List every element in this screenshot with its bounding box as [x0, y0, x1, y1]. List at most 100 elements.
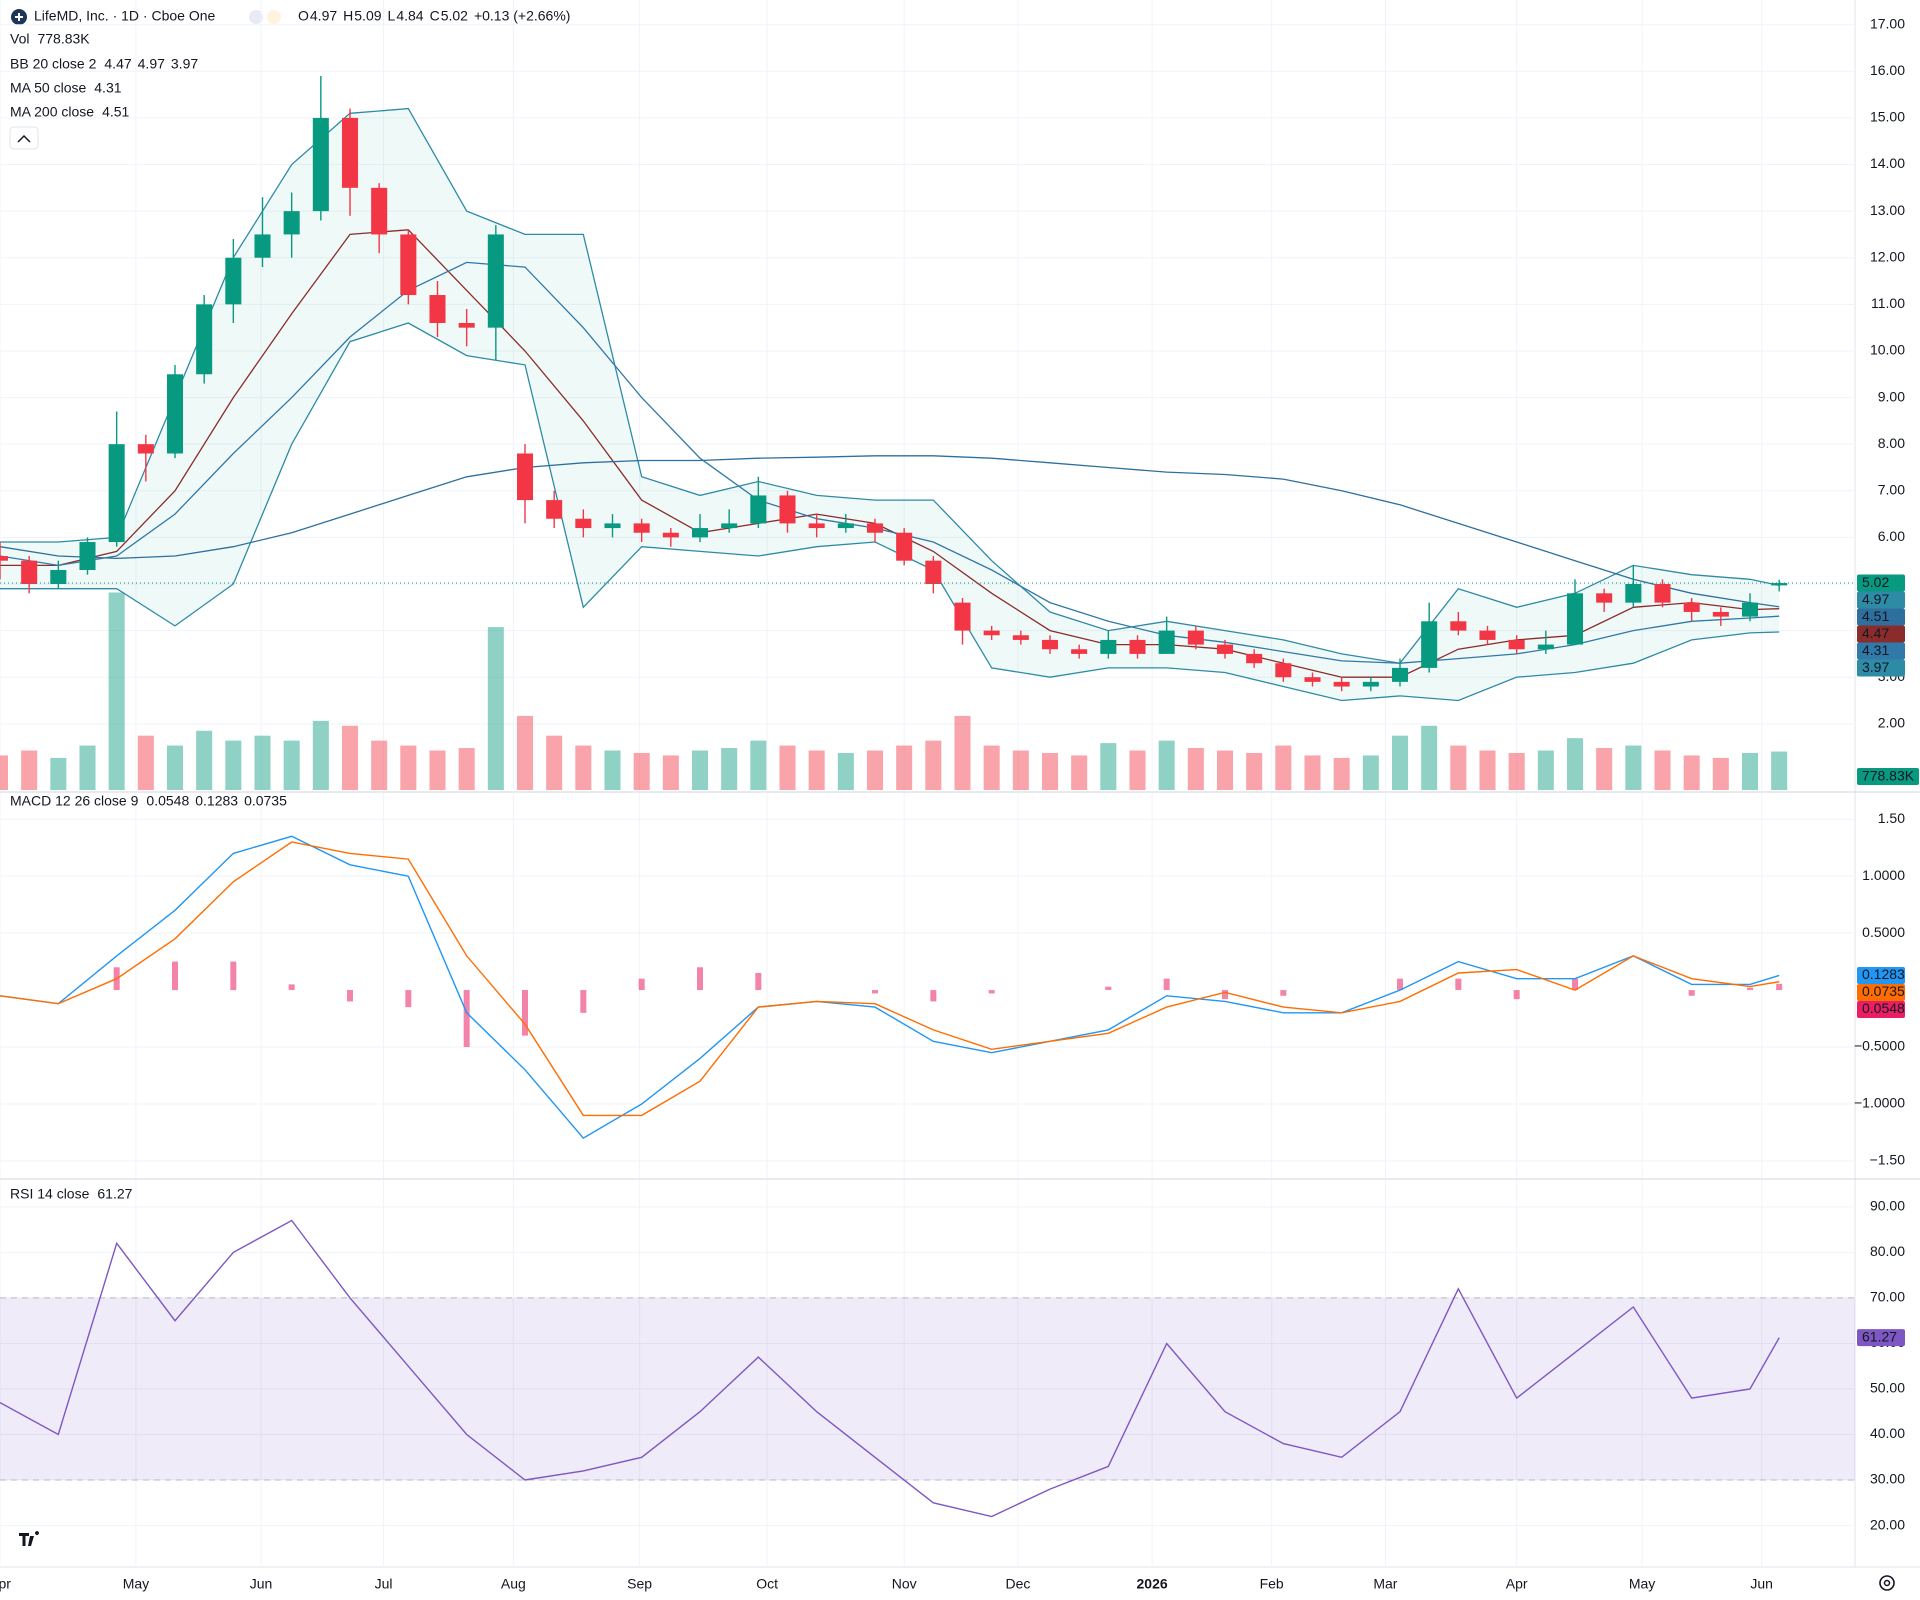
- volume-bar: [1537, 750, 1554, 790]
- symbol-logo: [11, 9, 27, 25]
- tv-logo: [16, 1525, 46, 1555]
- volume-bar: [954, 715, 971, 790]
- volume-bar: [837, 752, 854, 790]
- volume-bar: [866, 750, 884, 790]
- volume-bar: [633, 752, 650, 790]
- volume-bar: [1362, 755, 1379, 790]
- volume-bar: [1275, 745, 1292, 790]
- candle-body: [196, 304, 213, 375]
- y-tick-label: −0.5000: [1854, 1038, 1905, 1054]
- candle-body: [837, 523, 854, 529]
- x-tick-label: May: [1629, 1576, 1655, 1592]
- volume-bar: [1596, 748, 1613, 790]
- price-tag-label: 0.0548: [1862, 1000, 1905, 1016]
- volume-bar: [1041, 752, 1059, 790]
- candle-body: [1158, 630, 1175, 654]
- candle-body: [1479, 630, 1496, 640]
- volume-bar: [1421, 725, 1438, 790]
- volume-bar: [925, 740, 942, 790]
- price-tag-label: 0.1283: [1862, 966, 1905, 982]
- volume-bar: [50, 757, 67, 790]
- volume-bar: [79, 745, 96, 790]
- volume-bar: [487, 627, 504, 790]
- candle-body: [604, 523, 621, 529]
- price-tag: [1857, 966, 1905, 984]
- macd-legend: MACD 12 26 close 9: [10, 793, 139, 809]
- candle-body: [516, 453, 534, 501]
- x-tick-label: Mar: [1373, 1576, 1397, 1592]
- volume-bar: [779, 745, 796, 790]
- volume-value: 778.83K: [37, 31, 90, 47]
- volume-bar: [1158, 740, 1175, 790]
- candle-body: [1275, 663, 1292, 678]
- y-tick-label: 30.00: [1870, 1471, 1905, 1487]
- volume-bar: [1654, 750, 1671, 790]
- chart-title: LifeMD, Inc. · 1D · Cboe One: [34, 8, 216, 24]
- status-icons: [249, 10, 281, 24]
- candles: [0, 75, 1788, 692]
- rsi-value: 61.27: [97, 1186, 132, 1202]
- y-tick-label: 1.50: [1878, 810, 1905, 826]
- volume-bar: [166, 745, 184, 790]
- volume-bar: [750, 740, 767, 790]
- ma-legend: MA 50 close: [10, 80, 86, 96]
- volume-bar: [1012, 750, 1029, 790]
- candle-body: [400, 234, 417, 296]
- candle-body: [312, 117, 329, 212]
- volume-bar: [1187, 748, 1204, 790]
- candle-body: [341, 117, 359, 188]
- y-tick-label: 9.00: [1878, 388, 1905, 404]
- volume-bar: [546, 735, 563, 790]
- volume-bar: [1508, 752, 1525, 790]
- candle-body: [1450, 621, 1467, 631]
- candle-body: [21, 560, 38, 584]
- quote-label: L: [388, 8, 396, 24]
- collapse-button[interactable]: [9, 126, 39, 150]
- candle-body: [429, 295, 446, 323]
- volume-bar: [1479, 750, 1496, 790]
- x-tick-label: Dec: [1005, 1576, 1030, 1592]
- volume-bar: [1100, 743, 1117, 790]
- candle-body: [691, 528, 709, 538]
- candle-body: [487, 234, 504, 328]
- y-tick-label: 90.00: [1870, 1198, 1905, 1214]
- volume-bar: [108, 592, 125, 790]
- candle-body: [779, 495, 796, 524]
- price-tag: [1857, 1329, 1905, 1347]
- macd-line: [0, 841, 1780, 1117]
- candle-body: [1304, 677, 1321, 682]
- price-tag-label: 0.0735: [1862, 983, 1905, 999]
- candle-body: [1712, 611, 1729, 617]
- candle-body: [1683, 602, 1700, 612]
- candle-body: [254, 234, 271, 258]
- quote-value: 5.09: [354, 8, 381, 24]
- bb-lower-value: 3.97: [171, 56, 198, 72]
- quote-label: O: [298, 8, 309, 24]
- macd-value: 0.0735: [244, 793, 287, 809]
- ma-value: 4.51: [102, 104, 129, 120]
- candle-body: [808, 523, 825, 529]
- candle-body: [283, 211, 300, 235]
- volume-bar: [21, 750, 38, 790]
- ma-legend: MA 200 close: [10, 104, 94, 120]
- bb-upper-value: 4.97: [138, 56, 165, 72]
- candle-body: [1071, 649, 1088, 654]
- volume-bar: [983, 745, 1000, 790]
- y-tick-label: 6.00: [1878, 528, 1905, 544]
- candle-body: [1654, 583, 1671, 603]
- candle-body: [546, 500, 563, 519]
- price-tag-label: 61.27: [1862, 1328, 1897, 1344]
- volume-tag: [1857, 768, 1919, 785]
- volume-bars: [0, 592, 1788, 790]
- candle-body: [1771, 583, 1788, 586]
- settings-icon[interactable]: [1879, 1575, 1895, 1591]
- candle-body: [458, 322, 475, 328]
- quote-value: 5.02: [441, 8, 468, 24]
- volume-bar: [1566, 738, 1584, 790]
- candle-body: [1741, 602, 1759, 617]
- volume-bar: [1771, 751, 1788, 790]
- volume-bar: [0, 755, 9, 790]
- volume-bar: [516, 715, 534, 790]
- price-tag-label: 4.51: [1862, 608, 1889, 624]
